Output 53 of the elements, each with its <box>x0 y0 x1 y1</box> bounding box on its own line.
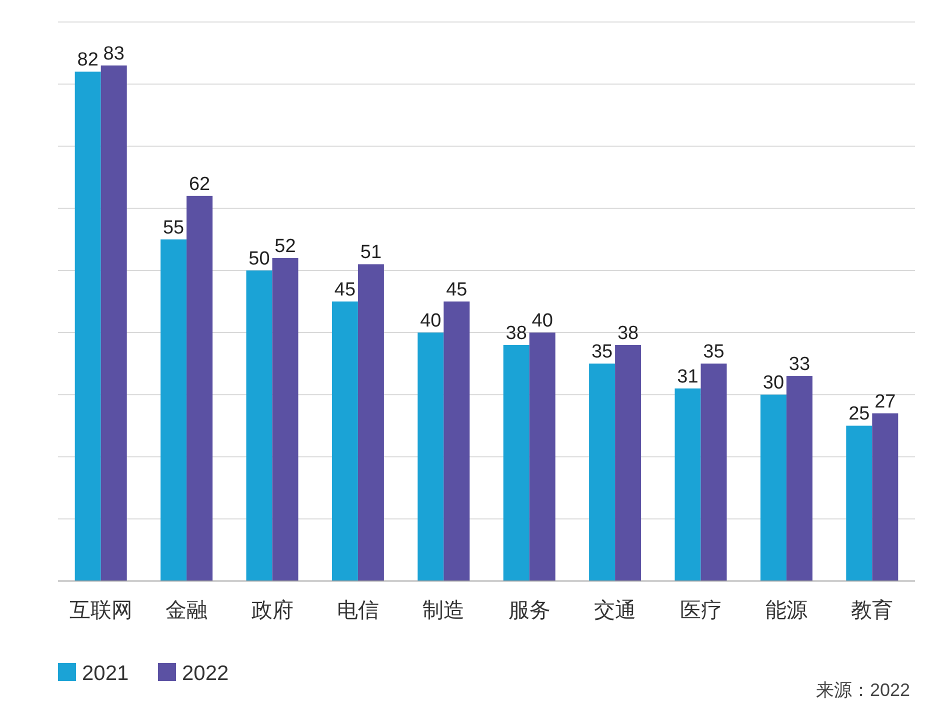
data-label: 45 <box>334 280 356 300</box>
bar <box>529 332 556 581</box>
bar <box>272 258 298 581</box>
bar <box>160 239 187 581</box>
data-label: 51 <box>360 242 382 264</box>
data-label: 50 <box>248 248 270 270</box>
bar <box>246 270 272 581</box>
data-label: 35 <box>703 342 724 363</box>
x-tick-label: 制造 <box>422 599 465 622</box>
data-label: 62 <box>188 174 210 195</box>
bar <box>358 264 384 581</box>
legend-label: 2022 <box>182 662 229 685</box>
data-label: 52 <box>274 236 296 258</box>
legend-label: 2021 <box>82 662 129 685</box>
bar <box>700 364 727 581</box>
data-label: 38 <box>617 322 639 344</box>
x-tick-label: 金融 <box>166 599 208 622</box>
bar <box>786 376 812 581</box>
data-label: 40 <box>532 310 553 332</box>
bar <box>846 426 872 581</box>
x-tick-label: 互联网 <box>69 599 132 622</box>
data-label: 83 <box>103 43 124 64</box>
bar <box>418 332 444 581</box>
source-note: 来源：2022 <box>816 680 910 700</box>
bar <box>503 344 530 581</box>
x-tick-label: 教育 <box>851 598 894 622</box>
data-label: 45 <box>446 280 468 300</box>
data-label: 35 <box>591 342 613 363</box>
x-tick-label: 服务 <box>508 599 550 622</box>
data-label: 38 <box>506 322 527 344</box>
bar <box>332 302 358 581</box>
data-label: 55 <box>162 217 184 238</box>
data-label: 33 <box>788 354 810 376</box>
x-tick-label: 电信 <box>336 599 379 622</box>
bar <box>74 72 101 581</box>
bar <box>186 196 213 581</box>
bar <box>615 344 642 581</box>
bar <box>589 364 616 581</box>
bar <box>444 302 470 581</box>
bar <box>872 413 898 581</box>
x-tick-label: 交通 <box>594 599 636 622</box>
x-tick-label: 医疗 <box>680 599 722 622</box>
bar <box>760 394 786 581</box>
data-label: 30 <box>762 372 784 394</box>
x-tick-label: 能源 <box>765 599 808 622</box>
x-tick-label: 政府 <box>251 599 294 622</box>
data-label: 27 <box>874 391 896 412</box>
bar <box>100 65 127 581</box>
data-label: 82 <box>77 50 98 71</box>
data-label: 25 <box>848 404 870 425</box>
bar <box>674 388 701 581</box>
data-label: 31 <box>677 366 698 388</box>
data-label: 40 <box>420 310 442 332</box>
